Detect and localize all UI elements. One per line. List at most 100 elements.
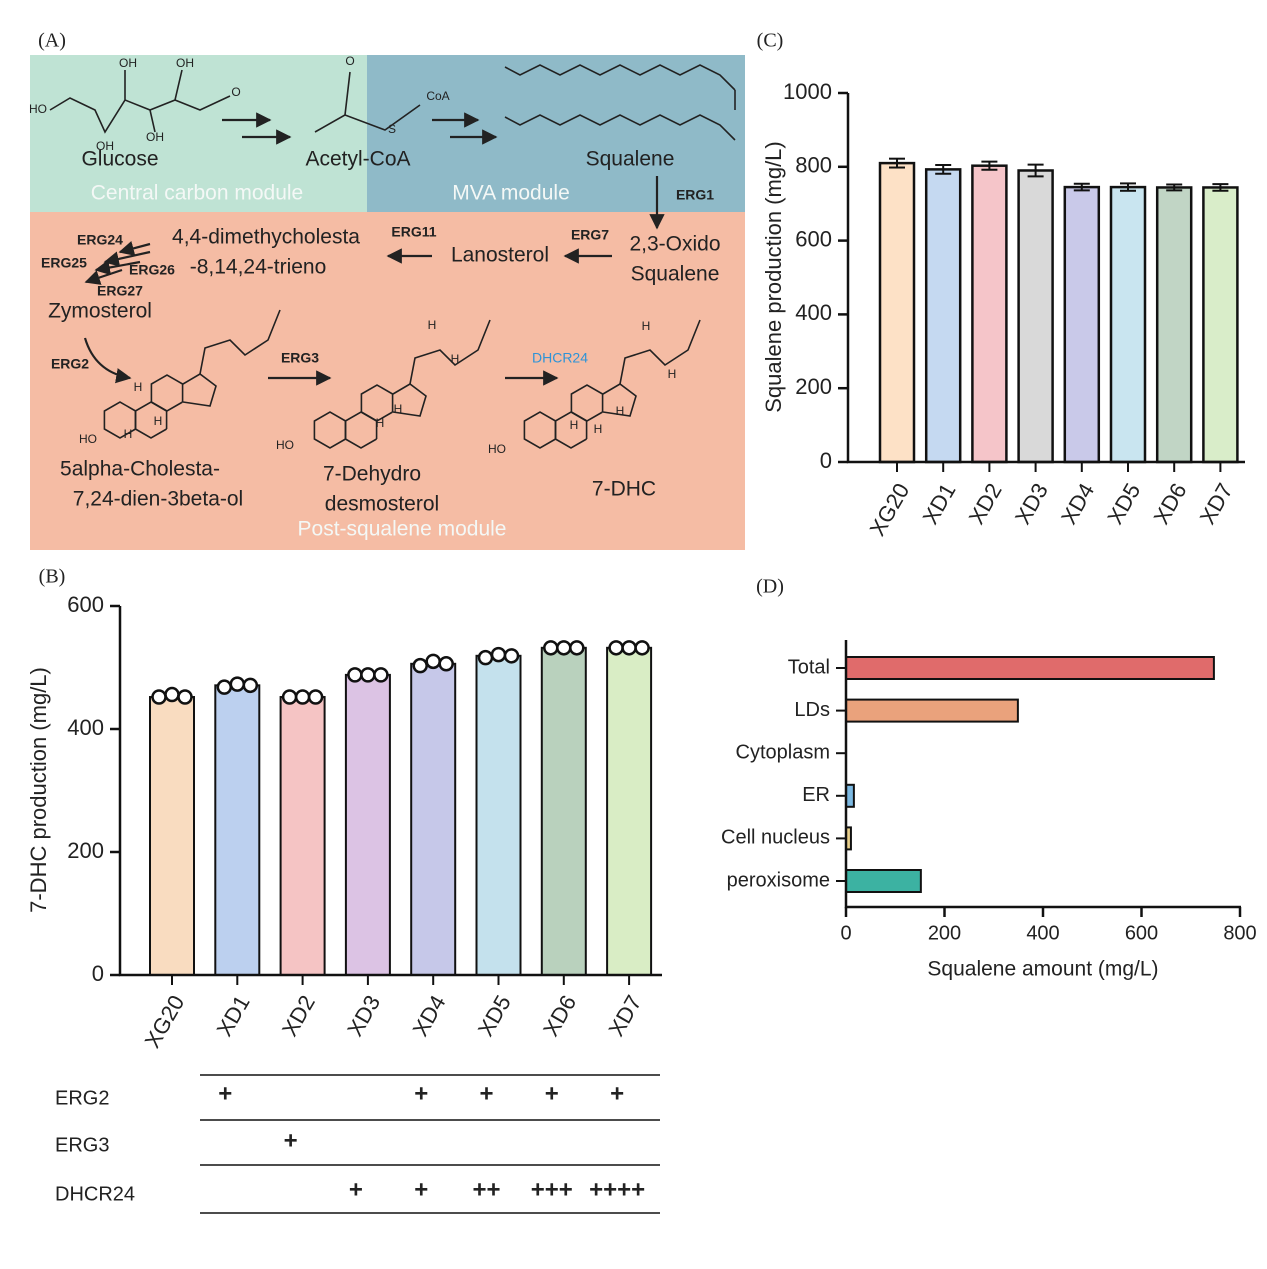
atom-label: HO	[276, 438, 294, 452]
table-cell: ++++	[589, 1176, 645, 1203]
data-point	[621, 640, 637, 656]
x-tick-label: XG20	[140, 991, 190, 1052]
data-point	[360, 667, 376, 683]
y-tick-label: 800	[795, 153, 832, 178]
data-point	[477, 649, 494, 666]
data-point	[229, 676, 246, 692]
x-tick-label: 0	[840, 922, 851, 944]
bond	[504, 114, 736, 141]
enzyme-label: ERG27	[97, 283, 143, 299]
table-cell: +	[349, 1176, 363, 1203]
y-tick-label: peroxisome	[727, 869, 830, 891]
x-tick-label: XD3	[1010, 479, 1053, 529]
bar	[924, 168, 962, 464]
enzyme-label: ERG7	[571, 227, 609, 243]
bond	[314, 71, 421, 133]
data-point	[347, 667, 363, 683]
atom-label: OH	[146, 130, 164, 144]
data-point	[281, 689, 298, 705]
x-tick-label: 400	[1026, 922, 1059, 944]
enzyme-label: ERG26	[129, 262, 175, 278]
atom-label: HO	[79, 432, 97, 446]
table-cell: +	[545, 1080, 559, 1107]
bond	[504, 64, 736, 91]
data-point	[503, 648, 520, 664]
atom-label: HO	[488, 442, 506, 456]
y-tick-label: LDs	[794, 699, 830, 721]
atom-label: H	[124, 427, 133, 441]
atom-label: CoA	[426, 89, 449, 103]
atom-label: H	[668, 367, 677, 381]
y-axis-title: 7-DHC production (mg/L)	[26, 667, 51, 913]
x-tick-label: 800	[1223, 922, 1256, 944]
compound-label: Glucose	[81, 148, 158, 171]
atom-label: H	[134, 380, 143, 394]
data-point	[412, 657, 428, 674]
bond	[392, 383, 427, 417]
atom-label: H	[451, 352, 460, 366]
compound-label: 2,3-Oxido	[629, 233, 720, 256]
x-tick-label: XD2	[964, 479, 1007, 529]
x-tick-label: XD7	[603, 991, 646, 1041]
arrows	[83, 112, 665, 386]
enzyme-label: ERG2	[51, 356, 89, 372]
data-point	[490, 646, 507, 663]
enzyme-label: ERG11	[391, 224, 436, 240]
data-point	[177, 689, 193, 705]
y-tick-label: 200	[795, 374, 832, 399]
structures	[49, 64, 736, 449]
module-label: MVA module	[452, 182, 570, 205]
bond	[602, 383, 637, 417]
x-tick-label: XD2	[277, 991, 320, 1041]
bar	[540, 646, 587, 976]
table-cell: ++	[472, 1176, 500, 1203]
compound-label: Lanosterol	[451, 244, 549, 267]
bar	[1017, 169, 1054, 464]
x-tick-label: XD7	[1195, 479, 1238, 529]
bond	[409, 319, 491, 385]
atom-label: OH	[96, 139, 114, 153]
table-cell: +	[218, 1080, 232, 1107]
y-axis-title: Squalene production (mg/L)	[761, 141, 786, 413]
compound-label: 7-DHC	[592, 478, 656, 501]
atom-label: H	[594, 422, 603, 436]
table-cell: +	[479, 1080, 493, 1107]
y-tick-label: ER	[802, 784, 830, 806]
bar	[845, 698, 1019, 723]
data-point	[634, 640, 650, 656]
data-point	[151, 689, 167, 705]
bar	[410, 662, 457, 976]
bar	[149, 696, 195, 977]
x-tick-label: XD1	[918, 479, 961, 529]
compound-label: Squalene	[631, 263, 720, 286]
bar	[845, 656, 1215, 680]
bar	[1155, 186, 1193, 464]
panel-label: (B)	[39, 566, 66, 588]
y-tick-label: Cytoplasm	[736, 741, 830, 763]
y-tick-label: Total	[788, 656, 830, 678]
atom-label: O	[345, 54, 354, 68]
data-point	[373, 667, 389, 683]
table-cell: +	[610, 1080, 624, 1107]
bar	[1063, 185, 1101, 464]
x-tick-label: 200	[928, 922, 961, 944]
y-tick-label: 0	[820, 448, 832, 473]
atom-label: H	[428, 318, 437, 332]
error-bar	[1212, 183, 1229, 192]
bond	[182, 373, 217, 407]
error-bar	[889, 157, 905, 169]
bond	[619, 319, 701, 385]
error-bar	[1166, 183, 1183, 192]
enzyme-label: ERG25	[41, 255, 87, 271]
row-label: ERG2	[55, 1087, 109, 1109]
bar	[845, 869, 922, 893]
atom-label: HO	[29, 102, 47, 116]
panel-label: (A)	[38, 30, 66, 52]
compound-label: Squalene	[586, 148, 675, 171]
compound-label: desmosterol	[325, 493, 439, 516]
x-tick-label: XD5	[1102, 479, 1145, 529]
table-cell: +	[284, 1127, 298, 1154]
module-label: Post-squalene module	[298, 518, 507, 541]
y-tick-label: 400	[67, 715, 104, 740]
